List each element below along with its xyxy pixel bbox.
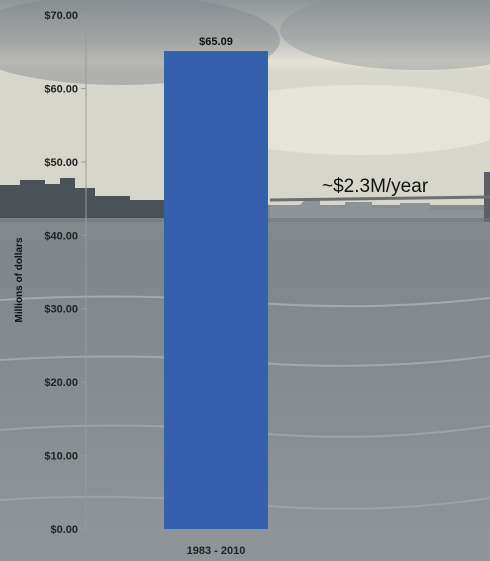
y-axis-label: Millions of dollars xyxy=(14,237,25,322)
bar xyxy=(164,51,268,529)
y-tick-label: $60.00 xyxy=(44,83,78,95)
y-tick-label: $10.00 xyxy=(44,451,78,463)
y-tick-label: $30.00 xyxy=(44,304,78,316)
x-category-label: 1983 - 2010 xyxy=(187,545,246,557)
bars-group: $65.09 1983 - 2010 xyxy=(164,36,268,557)
bar-data-label: $65.09 xyxy=(199,36,233,48)
y-tick-label: $20.00 xyxy=(44,377,78,389)
annotation-rate: ~$2.3M/year xyxy=(322,176,429,197)
y-axis: $0.00 $10.00 $20.00 $30.00 $40.00 $50.00 $60.0… xyxy=(44,10,87,536)
y-tick-label: $0.00 xyxy=(50,524,78,536)
y-tick-label: $70.00 xyxy=(44,10,78,22)
y-tick-label: $50.00 xyxy=(44,157,78,169)
y-tick-label: $40.00 xyxy=(44,230,78,242)
